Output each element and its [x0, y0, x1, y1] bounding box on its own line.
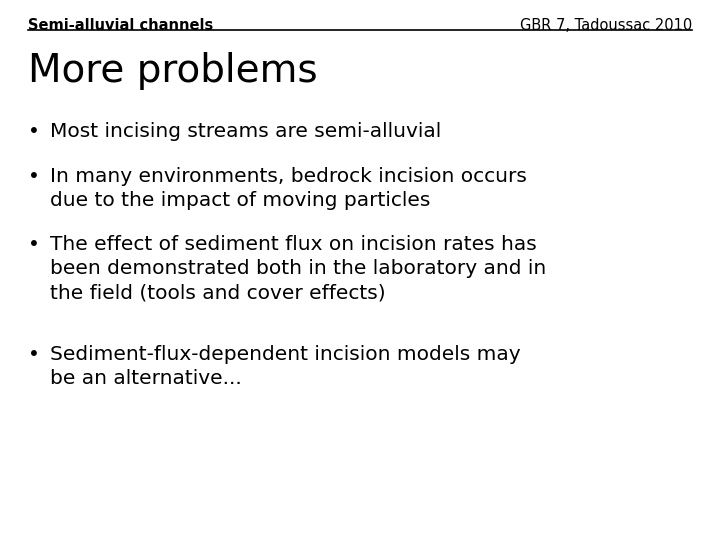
Text: More problems: More problems	[28, 52, 318, 90]
Text: •: •	[28, 345, 40, 364]
Text: •: •	[28, 235, 40, 254]
Text: The effect of sediment flux on incision rates has
been demonstrated both in the : The effect of sediment flux on incision …	[50, 235, 546, 302]
Text: •: •	[28, 122, 40, 141]
Text: In many environments, bedrock incision occurs
due to the impact of moving partic: In many environments, bedrock incision o…	[50, 167, 527, 210]
Text: •: •	[28, 167, 40, 186]
Text: GBR 7, Tadoussac 2010: GBR 7, Tadoussac 2010	[520, 18, 692, 33]
Text: Sediment-flux-dependent incision models may
be an alternative...: Sediment-flux-dependent incision models …	[50, 345, 521, 388]
Text: Most incising streams are semi-alluvial: Most incising streams are semi-alluvial	[50, 122, 441, 141]
Text: Semi-alluvial channels: Semi-alluvial channels	[28, 18, 213, 33]
